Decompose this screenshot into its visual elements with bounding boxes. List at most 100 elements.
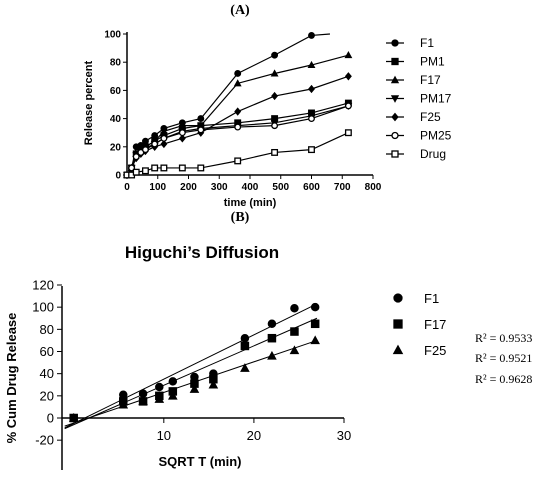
chart-b-point-f1: [138, 389, 148, 398]
chart-a-x-tick-label: 400: [242, 182, 259, 193]
chart-b-y-tick-label: 40: [40, 366, 54, 381]
chart-a-y-tick-label: 20: [110, 142, 122, 153]
chart-a-point-drug: [151, 164, 159, 172]
chart-b-legend-label-f25: F25: [424, 343, 446, 358]
chart-b-point-f1: [168, 377, 178, 386]
chart-a-legend-label-f25: F25: [420, 110, 441, 124]
chart-b-y-tick-label: 0: [47, 411, 54, 426]
chart-a-y-tick-label: 80: [110, 58, 122, 69]
chart-b-point-f25: [68, 413, 79, 422]
chart-b-point-f25: [208, 379, 219, 389]
chart-b-r2-label-3: R² = 0.9628: [475, 372, 532, 386]
chart-b-legend-marker-f25: [392, 344, 404, 355]
chart-b-point-f25: [267, 350, 277, 360]
chart-a-legend-label-f1: F1: [420, 36, 434, 50]
chart-b-y-tick-label: 60: [40, 344, 54, 359]
chart-b-panel-label: (B): [231, 210, 250, 225]
chart-a-x-tick-label: 0: [124, 182, 130, 193]
chart-a-point-f25: [178, 134, 186, 143]
chart-b-y-tick-label: -20: [35, 433, 54, 448]
chart-a-point-drug: [160, 164, 168, 172]
chart-a-point-drug: [197, 164, 205, 172]
chart-b-fit-line-f17: [64, 317, 318, 430]
chart-b-point-f25: [189, 384, 200, 393]
chart-a-legend-label-pm1: PM1: [420, 55, 445, 69]
chart-b-y-tick-label: 120: [32, 278, 54, 293]
chart-a-legend-marker-pm1: [391, 57, 399, 66]
chart-b-legend-label-f17: F17: [424, 317, 446, 332]
chart-a-point-f25: [308, 84, 315, 94]
chart-b-point-f1: [240, 333, 250, 343]
chart-a-point-pm25: [151, 140, 159, 148]
chart-a-point-f17: [233, 79, 242, 87]
chart-b-point-f17: [267, 333, 277, 343]
chart-b-legend-label-f1: F1: [424, 291, 439, 306]
chart-b-point-f25: [240, 363, 250, 372]
chart-a-point-drug: [178, 164, 186, 172]
chart-b-y-tick-label: 100: [32, 300, 54, 315]
chart-b-point-f25: [118, 399, 129, 409]
chart-a-x-tick-label: 500: [272, 182, 289, 193]
chart-a-legend-marker-f17: [390, 75, 400, 84]
chart-a-y-tick-label: 60: [110, 86, 122, 97]
chart-a-point-drug: [344, 129, 352, 137]
chart-a-point-f17: [270, 69, 279, 77]
chart-a-point-f1: [197, 115, 205, 123]
chart-b-y-label: % Cum Drug Release: [4, 313, 19, 444]
chart-a-point-pm25: [141, 146, 149, 154]
chart-b-point-f25: [310, 335, 320, 345]
chart-a-point-f25: [160, 139, 168, 149]
chart-a-x-tick-label: 300: [211, 182, 228, 193]
chart-a-point-f1: [308, 31, 315, 39]
chart-b-point-f25: [289, 345, 300, 355]
chart-a-point-f17: [344, 51, 353, 59]
chart-a-y-label: Release percent: [83, 60, 95, 145]
chart-a-point-drug: [271, 148, 279, 156]
chart-a-point-pm25: [271, 122, 279, 130]
chart-b-point-f17: [290, 327, 299, 336]
chart-a-point-f1: [271, 51, 279, 59]
chart-a-legend-label-f17: F17: [420, 73, 441, 87]
chart-a-point-pm25: [178, 129, 186, 137]
chart-a-panel-label: (A): [230, 3, 250, 18]
chart-b: (B) Higuchi’s Diffusion 10 20 30 -20 0 20 40 60…: [4, 210, 532, 470]
chart-a-legend-label-pm25: PM25: [420, 129, 452, 143]
chart-a: (A) 0 100 200 300 400 500 600 700 800 0 20 40 60 80 10…: [83, 3, 452, 209]
chart-b-point-f1: [290, 304, 299, 313]
chart-a-point-f17: [307, 60, 316, 69]
chart-b-y-tick-label: 80: [40, 322, 54, 337]
chart-b-point-f1: [267, 319, 277, 329]
chart-a-point-pm25: [344, 102, 352, 110]
chart-a-series-line-f1: [126, 33, 330, 176]
chart-a-series-line-drug: [127, 132, 349, 176]
chart-a-point-f25: [234, 107, 242, 116]
chart-a-y-tick-label: 40: [110, 114, 122, 125]
chart-b-point-f25: [168, 390, 178, 400]
chart-a-legend-marker-drug: [391, 150, 399, 158]
chart-b-x-tick-label: 30: [337, 428, 351, 443]
chart-a-point-pm25: [160, 134, 168, 142]
chart-a-point-drug: [132, 168, 140, 176]
chart-b-x-label: SQRT T (min): [158, 454, 241, 469]
chart-a-point-f25: [271, 91, 279, 101]
chart-a-point-f17: [159, 127, 168, 135]
chart-a-point-pm25: [234, 123, 242, 131]
chart-a-point-f1: [234, 70, 242, 77]
chart-a-x-tick-label: 700: [334, 182, 351, 193]
chart-a-series-line-pm25: [126, 105, 349, 176]
chart-a-point-drug: [141, 167, 149, 175]
chart-a-point-drug: [234, 157, 242, 165]
chart-b-point-f1: [155, 382, 164, 392]
chart-a-legend-marker-pm17: [390, 95, 400, 103]
chart-b-point-f25: [138, 396, 148, 406]
chart-b-y-tick-label: 20: [40, 388, 54, 403]
chart-b-point-f25: [154, 394, 165, 403]
chart-a-point-pm25: [132, 153, 140, 161]
chart-b-legend-marker-f1: [393, 293, 403, 303]
chart-a-point-pm25: [197, 126, 205, 134]
chart-b-title: Higuchi’s Diffusion: [125, 243, 279, 262]
chart-a-y-tick-label: 100: [104, 30, 121, 41]
chart-b-r2-label-2: R² = 0.9521: [475, 351, 532, 365]
chart-a-legend-marker-f25: [391, 112, 399, 122]
